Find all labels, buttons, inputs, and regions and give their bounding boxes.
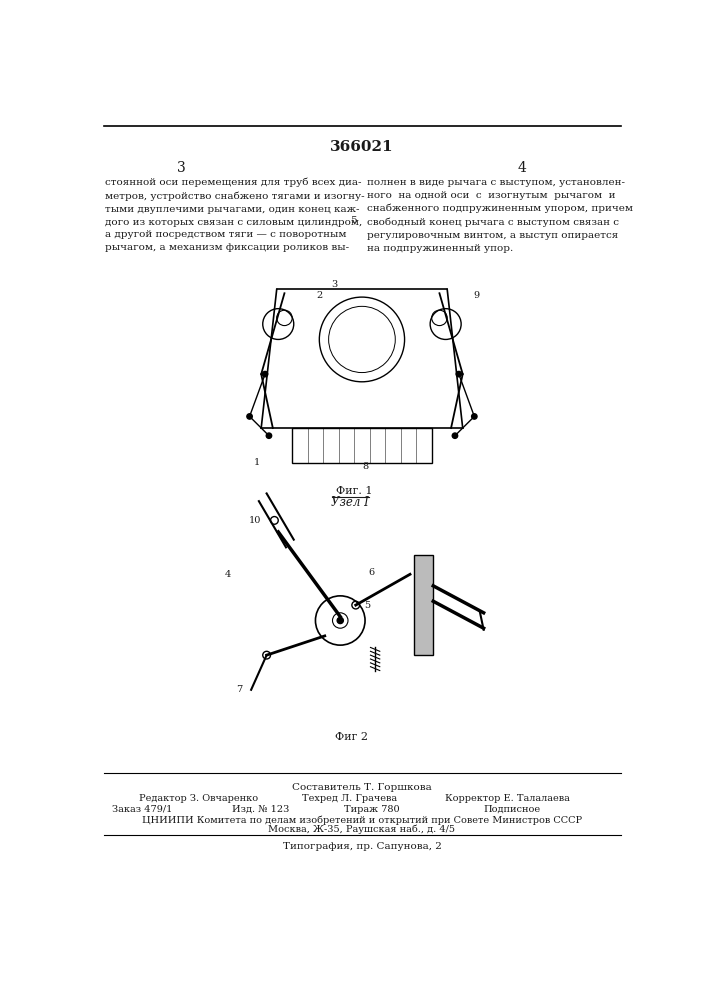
Text: 4: 4 — [225, 570, 231, 579]
Text: 366021: 366021 — [330, 140, 394, 154]
Text: Составитель Т. Горшкова: Составитель Т. Горшкова — [292, 783, 432, 792]
Bar — [414, 555, 433, 655]
Text: 5: 5 — [364, 601, 370, 610]
Text: Техред Л. Грачева: Техред Л. Грачева — [301, 794, 397, 803]
Text: 10: 10 — [249, 516, 261, 525]
Text: Узел I: Узел I — [332, 496, 369, 509]
Text: 5: 5 — [350, 216, 357, 225]
Text: Изд. № 123: Изд. № 123 — [232, 805, 289, 814]
Circle shape — [247, 414, 252, 419]
Text: 7: 7 — [236, 685, 243, 694]
Text: Корректор Е. Талалаева: Корректор Е. Талалаева — [445, 794, 570, 803]
Text: 8: 8 — [363, 462, 369, 471]
Text: стоянной оси перемещения для труб всех диа-
метров, устройство снабжено тягами и: стоянной оси перемещения для труб всех д… — [105, 178, 365, 252]
Text: 6: 6 — [368, 568, 374, 577]
Text: Фиг 2: Фиг 2 — [335, 732, 368, 742]
Text: Редактор З. Овчаренко: Редактор З. Овчаренко — [139, 794, 258, 803]
Circle shape — [452, 433, 457, 438]
Text: 3: 3 — [332, 280, 338, 289]
Text: 9: 9 — [474, 291, 480, 300]
Text: 3: 3 — [177, 161, 186, 175]
Text: Подписное: Подписное — [484, 805, 541, 814]
Circle shape — [472, 414, 477, 419]
Text: 4: 4 — [518, 161, 527, 175]
Circle shape — [267, 433, 271, 438]
Text: 2: 2 — [316, 291, 322, 300]
Circle shape — [337, 617, 344, 624]
Circle shape — [456, 371, 462, 377]
Text: Заказ 479/1: Заказ 479/1 — [112, 805, 172, 814]
Text: Тираж 780: Тираж 780 — [344, 805, 399, 814]
Text: Фиг. 1: Фиг. 1 — [336, 486, 373, 496]
Text: Москва, Ж-35, Раушская наб., д. 4/5: Москва, Ж-35, Раушская наб., д. 4/5 — [269, 825, 455, 834]
Circle shape — [262, 371, 268, 377]
Text: ЦНИИПИ Комитета по делам изобретений и открытий при Совете Министров СССР: ЦНИИПИ Комитета по делам изобретений и о… — [142, 815, 582, 825]
Bar — [292, 428, 432, 463]
Text: Типография, пр. Сапунова, 2: Типография, пр. Сапунова, 2 — [283, 842, 441, 851]
Text: полнен в виде рычага с выступом, установлен-
ного  на одной оси  с  изогнутым  р: полнен в виде рычага с выступом, установ… — [368, 178, 633, 253]
Text: 1: 1 — [255, 458, 260, 467]
